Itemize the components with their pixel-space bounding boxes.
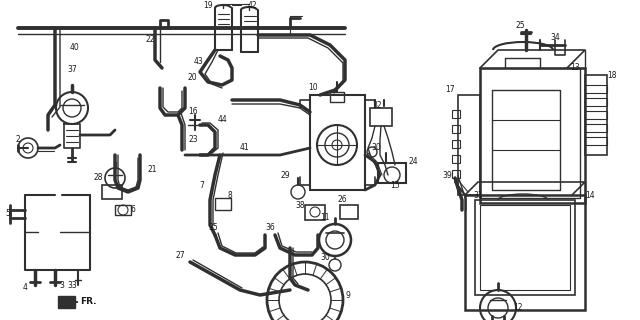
Text: 30: 30 [371, 143, 381, 153]
Text: 11: 11 [320, 213, 330, 222]
Text: 16: 16 [188, 108, 198, 116]
Text: 40: 40 [70, 44, 80, 52]
Text: 3: 3 [60, 281, 65, 290]
Text: 34: 34 [550, 34, 560, 43]
Bar [480, 205, 570, 290]
Bar [585, 98, 607, 106]
Text: 25: 25 [515, 20, 525, 29]
Text: 2: 2 [15, 135, 20, 145]
Bar [330, 92, 344, 102]
Bar [585, 124, 607, 132]
Bar [340, 205, 358, 219]
Bar [452, 110, 460, 118]
Polygon shape [58, 296, 75, 308]
Text: 6: 6 [131, 205, 136, 214]
Bar [585, 85, 607, 93]
Text: 8: 8 [228, 190, 232, 199]
Text: 15: 15 [390, 180, 400, 189]
Bar [370, 108, 392, 126]
Text: 32: 32 [372, 100, 382, 109]
Text: 26: 26 [337, 196, 347, 204]
Text: 44: 44 [217, 116, 227, 124]
Bar [452, 140, 460, 148]
Text: 20: 20 [187, 74, 197, 83]
Text: 18: 18 [607, 70, 617, 79]
Bar [310, 95, 365, 190]
Text: 43: 43 [193, 58, 203, 67]
Bar [585, 75, 607, 155]
Text: 21: 21 [147, 165, 157, 174]
Text: 5: 5 [6, 210, 10, 219]
Bar [115, 205, 131, 215]
Bar [585, 137, 607, 145]
Text: 12: 12 [513, 303, 523, 313]
Text: 33: 33 [67, 281, 77, 290]
Text: 35: 35 [208, 223, 218, 233]
Bar [458, 95, 480, 195]
Text: 9: 9 [346, 291, 351, 300]
Bar [452, 170, 460, 178]
Text: 24: 24 [408, 157, 418, 166]
Bar [378, 163, 406, 183]
Text: 7: 7 [200, 180, 204, 189]
Text: 22: 22 [145, 36, 155, 44]
Text: 28: 28 [93, 173, 103, 182]
Text: 23: 23 [188, 135, 198, 145]
Bar [480, 68, 580, 198]
Bar [305, 205, 325, 220]
Text: 19: 19 [203, 2, 213, 11]
Bar [465, 195, 585, 310]
Text: 41: 41 [239, 143, 249, 153]
Bar [452, 155, 460, 163]
Text: 14: 14 [585, 190, 595, 199]
Text: 10: 10 [308, 84, 318, 92]
Bar [585, 111, 607, 119]
Bar [215, 198, 231, 210]
Text: 17: 17 [445, 85, 455, 94]
Text: 4: 4 [22, 284, 28, 292]
Bar [102, 185, 122, 199]
Text: 38: 38 [295, 201, 305, 210]
Text: 42: 42 [247, 2, 257, 11]
Text: 29: 29 [280, 171, 290, 180]
Text: 37: 37 [67, 66, 77, 75]
Bar [480, 68, 585, 203]
Text: 13: 13 [570, 63, 580, 73]
Text: 30: 30 [320, 253, 330, 262]
Text: 31: 31 [473, 190, 483, 199]
Bar [452, 125, 460, 133]
Bar [475, 200, 575, 295]
Text: 39: 39 [442, 171, 452, 180]
Text: 36: 36 [265, 223, 275, 233]
Text: FR.: FR. [80, 298, 97, 307]
Text: 27: 27 [175, 251, 185, 260]
